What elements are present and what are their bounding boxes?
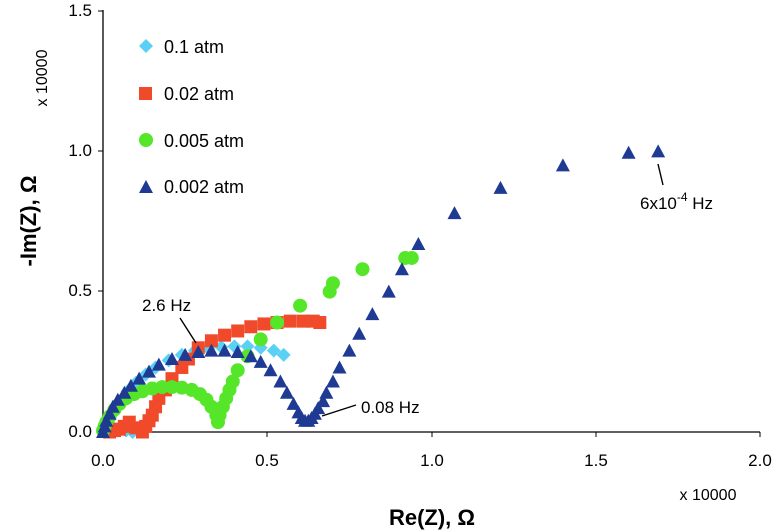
data-point-square [218, 328, 232, 342]
data-point-square [257, 317, 271, 331]
y-multiplier-label: x 10000 [34, 49, 51, 106]
data-point-triangle [325, 374, 340, 388]
data-marks [96, 144, 666, 439]
annotation-label: 0.08 Hz [361, 398, 420, 417]
data-point-triangle [381, 284, 396, 298]
data-point-triangle [204, 343, 219, 357]
x-tick-label: 0.0 [91, 451, 115, 470]
x-tick-label: 1.0 [420, 451, 444, 470]
data-point-triangle [123, 378, 138, 392]
data-point-triangle [352, 326, 367, 340]
annotation-leader [657, 163, 664, 186]
data-point-triangle [141, 364, 156, 378]
annotation-2.6-hz: 2.6 Hz [142, 296, 197, 344]
data-point-triangle [99, 413, 114, 427]
data-point-triangle [286, 396, 301, 410]
y-tick-label: 1.5 [68, 1, 92, 20]
legend-item-0.1-atm: 0.1 atm [139, 37, 224, 57]
data-point-circle [253, 332, 268, 347]
data-point-triangle [151, 357, 166, 371]
data-point-triangle [253, 354, 268, 368]
data-point-triangle [273, 374, 288, 388]
data-point-triangle [164, 352, 179, 366]
y-tick-labels: 0.0 0.5 1.0 1.5 [68, 1, 92, 441]
data-point-triangle [342, 343, 357, 357]
legend-label: 0.005 atm [164, 131, 244, 151]
annotation-leader [179, 317, 197, 344]
data-point-triangle [105, 399, 120, 413]
x-axis-title: Re(Z), Ω [389, 505, 475, 530]
data-point-triangle [316, 394, 331, 408]
data-point-triangle [311, 401, 326, 415]
data-point-circle [225, 374, 240, 389]
data-point-circle [230, 363, 245, 378]
data-point-triangle [365, 307, 380, 321]
x-tick-label: 0.5 [255, 451, 279, 470]
annotation-label: 6x10-4 Hz [640, 190, 713, 213]
y-tick-marks [98, 10, 103, 433]
data-point-triangle [230, 345, 245, 359]
data-point-triangle [217, 343, 232, 357]
annotation-leader [321, 404, 357, 417]
y-tick-label: 0.0 [68, 422, 92, 441]
data-point-square [296, 314, 310, 328]
data-point-circle [325, 276, 340, 291]
data-point-square [313, 316, 327, 330]
data-point-circle [404, 250, 419, 265]
data-point-diamond [266, 343, 281, 358]
legend-marker-square [139, 87, 152, 100]
data-point-triangle [132, 371, 147, 385]
data-point-triangle [447, 206, 462, 220]
x-tick-label: 1.5 [584, 451, 608, 470]
data-point-square [283, 314, 297, 328]
data-point-triangle [493, 180, 508, 194]
data-point-triangle [243, 349, 258, 363]
data-point-triangle [319, 385, 334, 399]
data-point-circle [293, 298, 308, 313]
legend: 0.1 atm 0.02 atm 0.005 atm 0.002 atm [139, 37, 244, 197]
legend-item-0.02-atm: 0.02 atm [139, 84, 234, 104]
legend-label: 0.1 atm [164, 37, 224, 57]
legend-item-0.005-atm: 0.005 atm [139, 131, 244, 151]
legend-marker-triangle [139, 180, 153, 193]
data-point-square [244, 320, 258, 334]
data-point-circle [164, 380, 179, 395]
data-point-triangle [411, 236, 426, 250]
annotation-0.08-hz: 0.08 Hz [321, 398, 420, 417]
data-point-triangle [178, 347, 193, 361]
data-point-triangle [394, 262, 409, 276]
data-point-triangle [621, 145, 636, 159]
data-point-square [231, 324, 245, 338]
annotation-label: 2.6 Hz [142, 296, 191, 315]
data-point-triangle [117, 385, 132, 399]
data-point-triangle [555, 158, 570, 172]
data-point-triangle [332, 360, 347, 374]
x-tick-labels: 0.0 0.5 1.0 1.5 2.0 [91, 451, 772, 470]
legend-marker-diamond [139, 39, 153, 53]
data-point-circle [355, 262, 370, 277]
x-multiplier-label: x 10000 [680, 487, 737, 504]
data-point-square [204, 334, 218, 348]
x-tick-marks [102, 432, 761, 437]
legend-label: 0.02 atm [164, 84, 234, 104]
y-tick-label: 0.5 [68, 281, 92, 300]
y-axis-title: -Im(Z), Ω [16, 176, 41, 267]
y-tick-label: 1.0 [68, 141, 92, 160]
annotation-6e-4-hz: 6x10-4 Hz [640, 163, 713, 213]
data-point-triangle [263, 363, 278, 377]
data-point-triangle [102, 406, 117, 420]
data-point-triangle [191, 345, 206, 359]
legend-item-0.002-atm: 0.002 atm [139, 177, 244, 197]
x-tick-label: 2.0 [748, 451, 772, 470]
data-point-triangle [651, 144, 666, 158]
data-point-triangle [279, 385, 294, 399]
data-point-circle [270, 315, 285, 330]
legend-marker-circle [139, 133, 153, 147]
data-point-diamond [276, 347, 291, 362]
data-point-circle [155, 380, 170, 395]
legend-label: 0.002 atm [164, 177, 244, 197]
data-point-triangle [110, 392, 125, 406]
